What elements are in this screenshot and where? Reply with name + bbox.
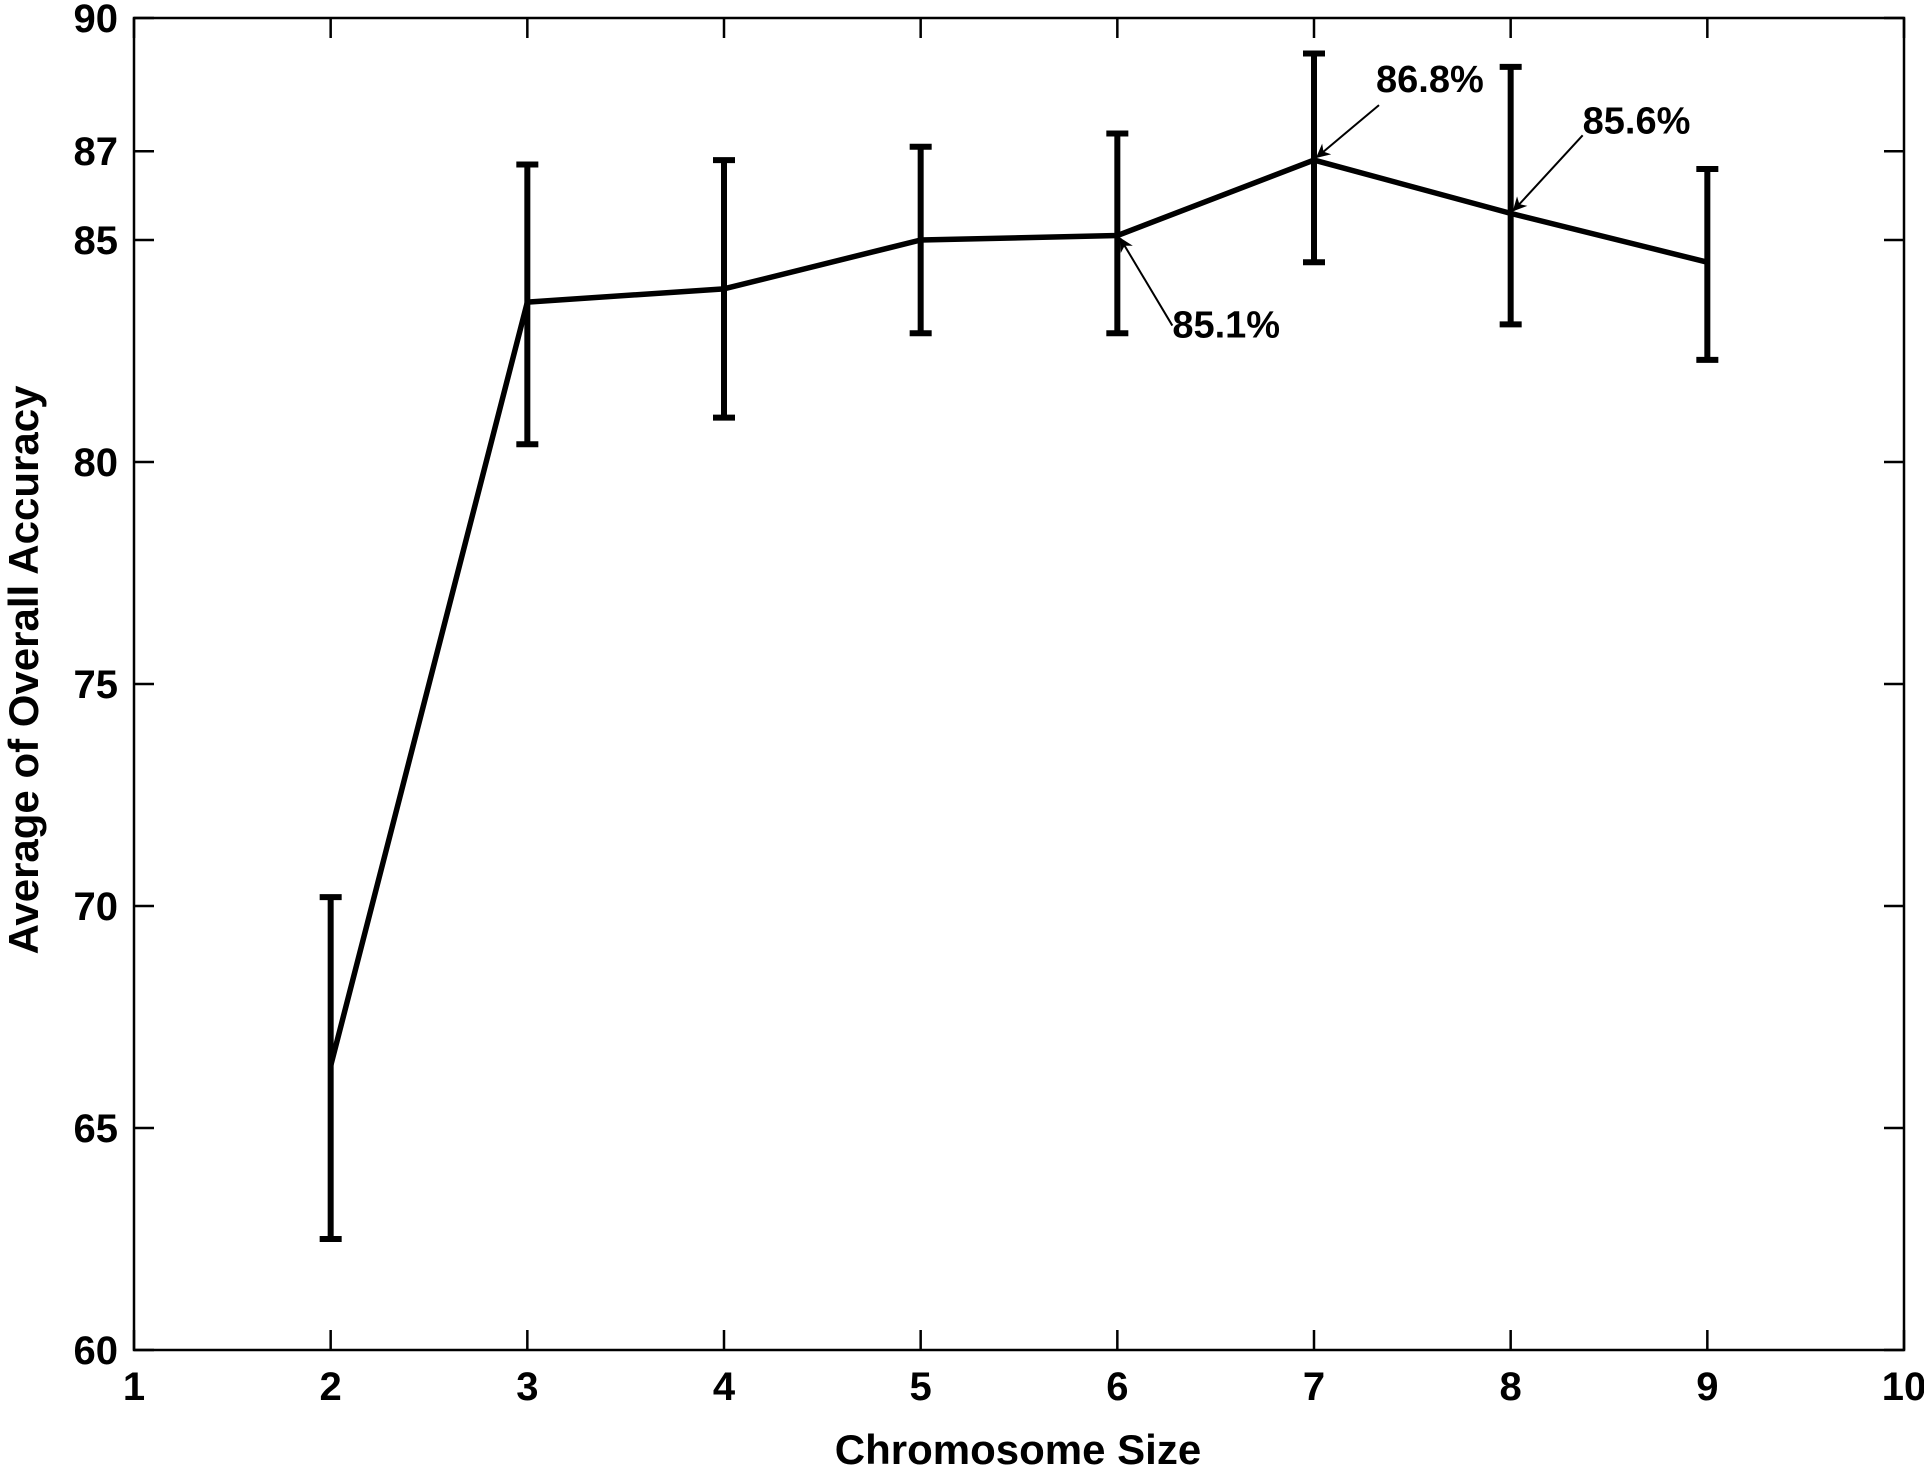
data-point (524, 299, 530, 305)
x-tick-label: 3 (516, 1365, 538, 1409)
x-tick-label: 1 (123, 1365, 145, 1409)
annotation-arrow (1119, 237, 1174, 327)
y-tick-label: 90 (74, 0, 119, 41)
data-point (1508, 210, 1514, 216)
y-tick-label: 70 (74, 885, 119, 929)
annotation-label: 86.8% (1376, 59, 1484, 101)
plot-frame (132, 16, 1906, 1352)
error-bar (1499, 63, 1522, 328)
y-tick-label: 85 (74, 219, 119, 263)
annotation: 85.6% (1512, 100, 1691, 212)
y-tick-label: 80 (74, 441, 119, 485)
data-point (721, 286, 727, 292)
x-axis-title: Chromosome Size (835, 1426, 1201, 1473)
x-tick-label: 2 (320, 1365, 342, 1409)
x-tick-label: 6 (1106, 1365, 1128, 1409)
annotation: 86.8% (1315, 59, 1484, 158)
annotation-label: 85.1% (1172, 305, 1280, 347)
y-tick-label: 60 (74, 1329, 119, 1373)
data-point (1114, 233, 1120, 239)
data-point (1704, 259, 1710, 265)
data-point (328, 1063, 334, 1069)
y-tick-label: 75 (74, 663, 119, 707)
y-axis-title: Average of Overall Accuracy (0, 385, 47, 954)
annotation: 85.1% (1119, 237, 1280, 347)
data-point (1311, 157, 1317, 163)
x-tick-label: 4 (713, 1365, 736, 1409)
y-tick-label: 65 (74, 1107, 119, 1151)
data-point (918, 237, 924, 243)
x-tick-label: 9 (1696, 1365, 1718, 1409)
accuracy-series-line (328, 157, 1708, 1067)
annotation-arrow (1315, 104, 1380, 158)
x-tick-label: 10 (1882, 1365, 1924, 1409)
annotation-arrow (1512, 134, 1584, 212)
x-tick-label: 8 (1500, 1365, 1522, 1409)
x-tick-label: 5 (910, 1365, 932, 1409)
x-tick-label: 7 (1303, 1365, 1325, 1409)
annotation-label: 85.6% (1583, 100, 1691, 142)
y-tick-label: 87 (74, 130, 119, 174)
